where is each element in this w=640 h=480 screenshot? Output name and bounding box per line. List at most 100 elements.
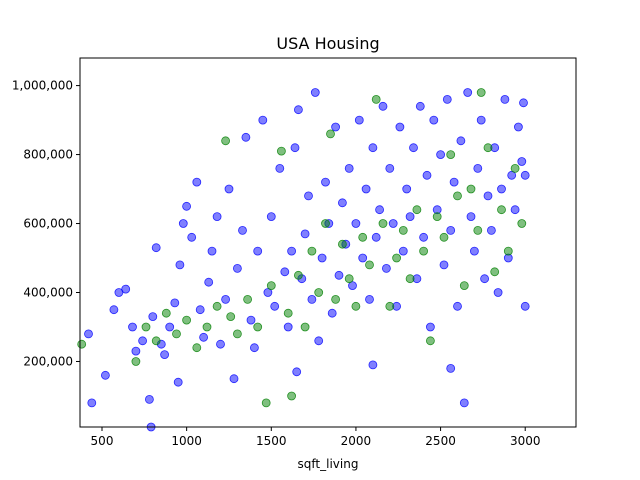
data-point [371,95,381,104]
data-point [510,205,520,215]
data-point [422,170,432,180]
data-point [473,163,483,173]
data-point [398,225,408,235]
data-point [381,263,391,273]
data-point [344,274,354,284]
data-point [453,191,462,201]
data-point [241,132,251,142]
data-point [436,150,446,160]
data-point [187,232,197,242]
y-axis: 200,000 400,000 600,000 800,000 1,000,000 [12,79,80,368]
data-point [493,288,503,297]
data-point [232,263,242,273]
data-point [314,288,324,297]
data-point [238,225,247,235]
data-point [517,157,527,166]
data-point [204,277,214,287]
data-point [514,122,523,132]
data-point [425,336,435,346]
data-point [290,143,300,153]
y-tick-label: 600,000 [23,217,73,231]
data-point [151,336,161,346]
y-tick-label: 400,000 [23,286,73,300]
data-point [195,305,205,315]
data-point [321,177,330,187]
data-point [439,260,449,270]
data-point [212,301,222,311]
data-point [442,95,452,104]
data-point [519,98,528,108]
data-point [415,101,425,111]
data-point [229,374,239,384]
data-point [358,232,368,242]
data-point [469,246,479,256]
data-point [300,229,310,239]
data-point [300,322,310,332]
x-tick-label: 3000 [510,434,541,448]
data-point [425,322,435,332]
data-point [175,260,185,270]
data-point [497,205,506,215]
data-point [368,143,378,153]
data-point [334,270,344,280]
chart-title: USA Housing [276,34,379,53]
data-point [212,212,222,222]
data-point [221,294,231,304]
data-point [216,339,225,349]
data-point [182,315,192,325]
data-point [432,212,442,222]
data-point [385,301,395,311]
data-point [473,225,483,235]
data-point [172,329,181,339]
data-point [375,205,385,215]
data-point [165,322,175,332]
x-tick-label: 1000 [171,434,202,448]
data-point [246,315,256,325]
data-point [354,115,364,125]
data-point [419,232,429,242]
y-tick-label: 800,000 [23,148,73,162]
data-point [371,232,381,242]
data-point [327,308,337,318]
data-point [160,350,170,360]
data-point [388,219,398,228]
data-point [138,336,148,346]
data-point [361,184,371,194]
data-point [510,163,520,173]
data-point [405,212,415,222]
data-point [449,177,459,187]
data-point [486,225,496,235]
data-point [507,170,517,180]
data-point [395,122,405,132]
data-point [405,274,415,284]
data-point [326,129,335,139]
data-point [161,308,171,318]
data-point [365,294,374,304]
data-point [109,305,119,315]
data-point [337,239,347,249]
data-point [337,198,347,208]
data-point [287,391,297,401]
data-point [293,270,303,280]
data-point [500,95,510,104]
data-point [429,115,439,125]
x-tick-label: 1500 [256,434,287,448]
data-point [483,143,493,153]
data-point [483,191,493,201]
data-point [365,260,374,270]
data-point [446,363,456,373]
x-tick-label: 2000 [341,434,372,448]
data-point [202,322,212,332]
data-point [141,322,151,332]
data-point [270,301,280,311]
data-point [170,298,180,308]
data-point [232,329,242,339]
data-point [490,267,500,277]
data-point [148,312,158,322]
x-axis: 500 1000 1500 2000 2500 3000 [91,427,541,448]
data-point [121,284,131,294]
data-point [520,170,530,180]
data-point [476,88,486,97]
data-point [192,343,202,353]
